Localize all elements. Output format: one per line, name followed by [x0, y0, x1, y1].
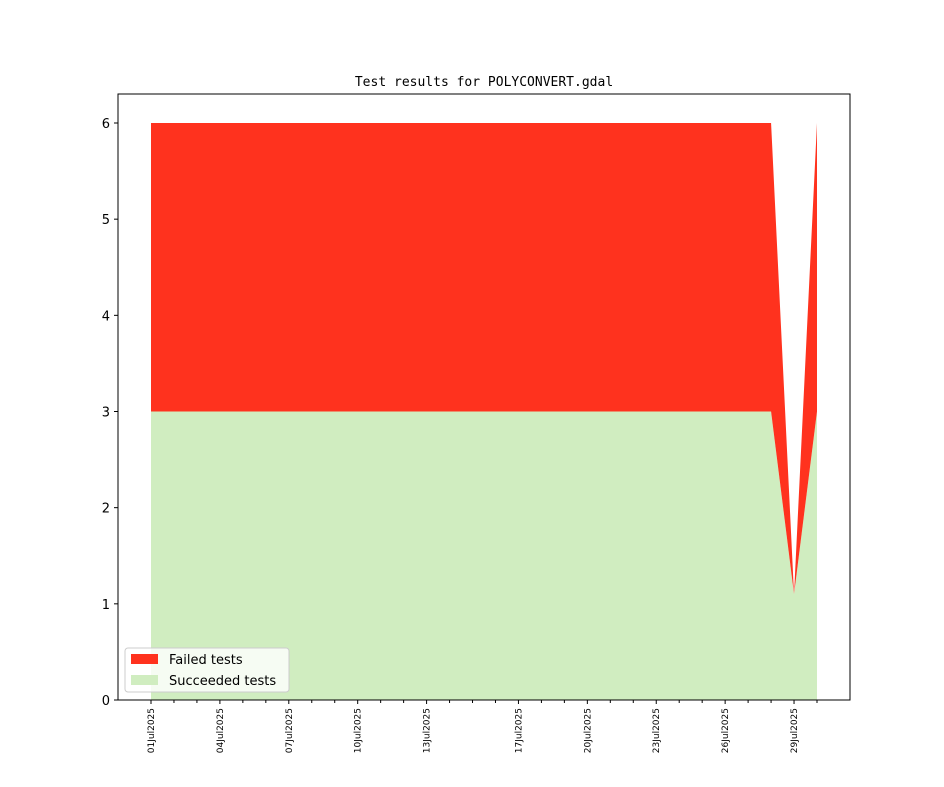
x-tick-label: 26Jul2025	[721, 708, 731, 753]
x-tick-label: 07Jul2025	[285, 708, 295, 753]
y-tick-label: 5	[102, 213, 110, 228]
x-tick-label: 10Jul2025	[354, 708, 364, 753]
legend-swatch-failed-tests	[131, 654, 158, 664]
x-tick-label: 20Jul2025	[583, 708, 593, 753]
legend: Failed tests Succeeded tests	[124, 647, 290, 693]
legend-label-succeeded-tests: Succeeded tests	[169, 674, 276, 689]
x-tick-label: 01Jul2025	[147, 708, 157, 753]
chart-title: Test results for POLYCONVERT.gdal	[355, 75, 613, 90]
legend-swatch-succeeded-tests	[131, 675, 158, 685]
y-tick-label: 6	[102, 117, 110, 132]
legend-label-failed-tests: Failed tests	[169, 653, 243, 668]
x-tick-label: 13Jul2025	[423, 708, 433, 753]
area-failed-tests	[151, 123, 817, 595]
x-tick-label: 29Jul2025	[790, 708, 800, 753]
y-tick-label: 4	[102, 309, 110, 324]
x-axis: 01Jul2025 04Jul2025 07Jul2025 10Jul2025 13Ju…	[147, 700, 818, 753]
y-tick-label: 1	[102, 598, 110, 613]
x-tick-label: 04Jul2025	[216, 708, 226, 753]
x-tick-label: 17Jul2025	[514, 708, 524, 753]
plot-areas	[151, 123, 817, 700]
y-tick-label: 0	[102, 694, 110, 709]
y-tick-label: 3	[102, 406, 110, 421]
legend-frame	[124, 647, 290, 693]
plot-frame	[117, 93, 851, 701]
y-axis: 0 1 2 3 4 5 6	[102, 117, 118, 709]
y-tick-label: 2	[102, 502, 110, 517]
area-succeeded-tests	[151, 411, 817, 700]
x-tick-label: 23Jul2025	[652, 708, 662, 753]
